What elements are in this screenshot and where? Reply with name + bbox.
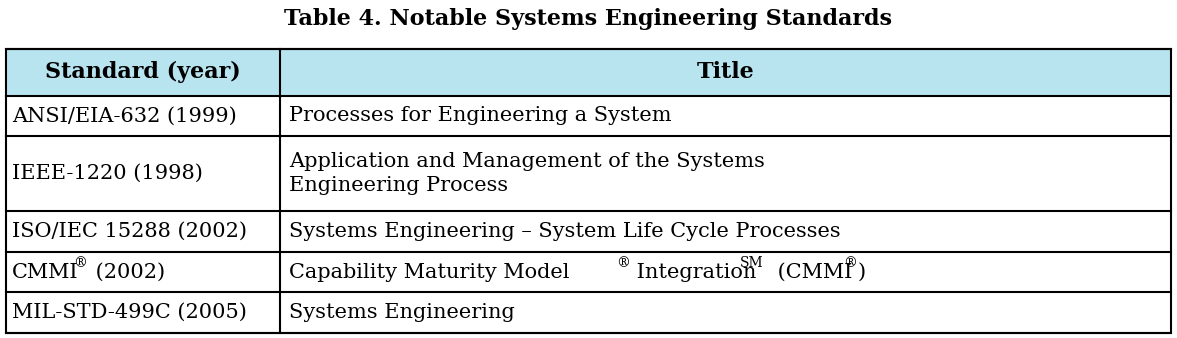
- Text: ANSI/EIA-632 (1999): ANSI/EIA-632 (1999): [12, 106, 237, 125]
- Text: Systems Engineering – System Life Cycle Processes: Systems Engineering – System Life Cycle …: [290, 222, 840, 241]
- Text: ): ): [858, 263, 866, 282]
- Text: Table 4. Notable Systems Engineering Standards: Table 4. Notable Systems Engineering Sta…: [285, 8, 892, 30]
- Bar: [6, 49, 1171, 333]
- Text: Systems Engineering: Systems Engineering: [290, 303, 514, 322]
- Bar: [6, 49, 1171, 96]
- Text: IEEE-1220 (1998): IEEE-1220 (1998): [12, 164, 202, 183]
- Text: (2002): (2002): [89, 263, 166, 282]
- Text: ISO/IEC 15288 (2002): ISO/IEC 15288 (2002): [12, 222, 247, 241]
- Text: CMMI: CMMI: [12, 263, 79, 282]
- Text: Processes for Engineering a System: Processes for Engineering a System: [290, 106, 672, 125]
- Text: Application and Management of the Systems
Engineering Process: Application and Management of the System…: [290, 152, 765, 195]
- Text: Integration: Integration: [631, 263, 757, 282]
- Text: Standard (year): Standard (year): [45, 61, 240, 83]
- Text: Title: Title: [697, 61, 754, 83]
- Text: Capability Maturity Model: Capability Maturity Model: [290, 263, 570, 282]
- Text: ®: ®: [617, 256, 630, 270]
- Text: ®: ®: [844, 256, 857, 270]
- Text: ®: ®: [73, 256, 87, 270]
- Text: MIL-STD-499C (2005): MIL-STD-499C (2005): [12, 303, 247, 322]
- Text: SM: SM: [740, 256, 764, 270]
- Text: (CMMI: (CMMI: [771, 263, 852, 282]
